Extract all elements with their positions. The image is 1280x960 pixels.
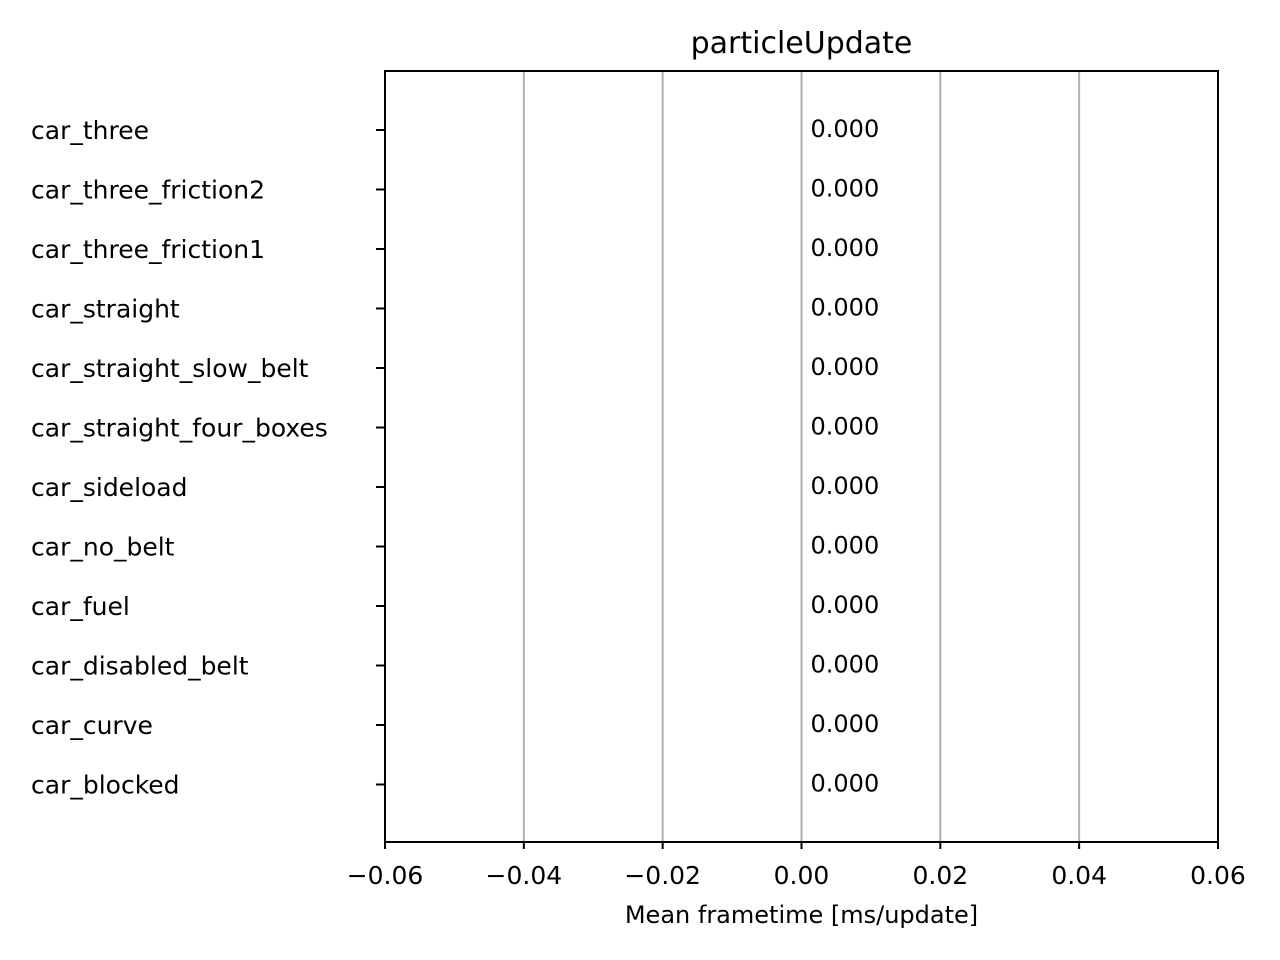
x-tick-label: −0.02 [624,861,701,890]
x-tick-label: 0.06 [1190,861,1246,890]
data-label: 0.000 [811,413,880,441]
x-axis-ticks: −0.06 −0.04 −0.02 0.00 0.02 0.04 0.06 [347,842,1246,890]
data-labels: 0.000 0.000 0.000 0.000 0.000 0.000 0.000 0.000… [811,115,880,798]
data-label: 0.000 [811,710,880,738]
y-tick-label: car_blocked [31,771,180,800]
y-tick-label: car_straight_slow_belt [31,354,309,383]
data-label: 0.000 [811,472,880,500]
chart-title: particleUpdate [691,26,913,61]
x-tick-label: −0.04 [486,861,563,890]
x-axis-label: Mean frametime [ms/update] [625,901,978,929]
x-tick-label: 0.02 [912,861,968,890]
y-tick-label: car_straight [31,295,180,324]
y-tick-label: car_curve [31,711,153,740]
data-label: 0.000 [811,532,880,560]
gridlines [522,71,1081,842]
data-label: 0.000 [811,651,880,679]
y-tick-label: car_disabled_belt [31,652,249,681]
data-label: 0.000 [811,591,880,619]
y-tick-label: car_fuel [31,592,130,621]
data-label: 0.000 [811,294,880,322]
y-tick-label: car_sideload [31,473,188,502]
y-axis-ticks: car_three car_three_friction2 car_three_fr… [31,116,385,800]
x-tick-label: 0.04 [1051,861,1107,890]
x-tick-label: 0.00 [774,861,830,890]
data-label: 0.000 [811,234,880,262]
data-label: 0.000 [811,353,880,381]
x-tick-label: −0.06 [347,861,424,890]
y-tick-label: car_three_friction1 [31,235,265,264]
y-tick-label: car_three_friction2 [31,176,265,205]
y-tick-label: car_straight_four_boxes [31,414,328,443]
data-label: 0.000 [811,175,880,203]
y-tick-label: car_three [31,116,149,145]
data-label: 0.000 [811,115,880,143]
y-tick-label: car_no_belt [31,533,175,562]
data-label: 0.000 [811,770,880,798]
